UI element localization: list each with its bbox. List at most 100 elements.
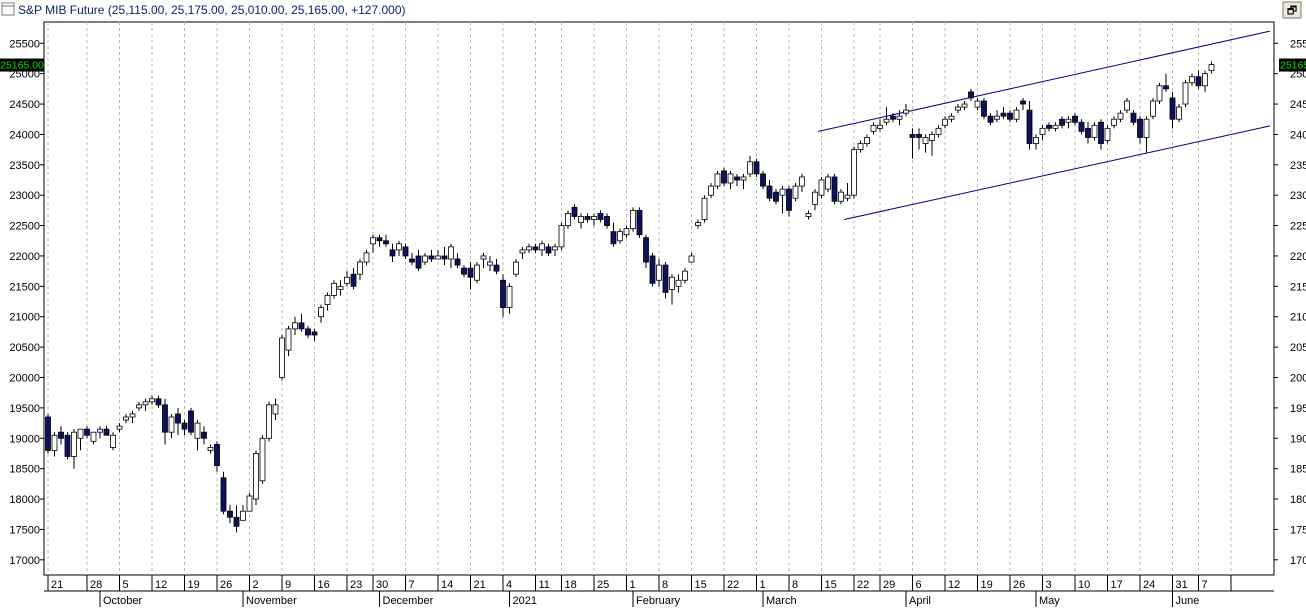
candle-body (662, 264, 669, 293)
candle-body (890, 115, 896, 120)
window-menu-icon[interactable] (1, 2, 15, 16)
candle-body (851, 149, 857, 196)
x-tick-label: 1 (630, 579, 636, 591)
y-tick-label-right: 230 (1290, 190, 1306, 202)
svg-text:25165.00: 25165.00 (1280, 60, 1306, 72)
candle (610, 222, 617, 247)
candle (220, 471, 227, 515)
x-tick-label: 26 (220, 579, 232, 591)
restore-button[interactable] (1282, 1, 1302, 19)
candle-body (337, 285, 344, 290)
candle-body (292, 322, 298, 330)
candle-body (142, 401, 149, 406)
candle (136, 401, 142, 411)
x-tick-label: 9 (285, 579, 291, 591)
candle (818, 176, 825, 199)
month-label: June (1176, 595, 1200, 607)
y-tick-label: 20500 (9, 342, 40, 354)
y-tick-label-right: 200 (1290, 373, 1306, 385)
candle (246, 492, 253, 512)
month-axis: October November December 2021 February March… (99, 591, 1200, 607)
x-tick-label: 7 (1202, 579, 1208, 591)
candle (1124, 97, 1130, 114)
x-tick-label: 22 (857, 579, 869, 591)
candle-body (363, 252, 370, 263)
candle-body (350, 273, 357, 287)
candle-body (786, 188, 792, 211)
candle (64, 432, 71, 460)
y-tick-label: 23000 (9, 190, 40, 202)
candle-body (402, 246, 409, 257)
candle-body (688, 255, 695, 263)
candle (181, 420, 188, 436)
y-tick-label: 18500 (9, 464, 40, 476)
candle-body (545, 246, 552, 254)
candle-body (623, 228, 630, 236)
candle (649, 252, 656, 287)
y-tick-label-right: 210 (1290, 312, 1306, 324)
candle (441, 246, 448, 266)
candle-body (1182, 82, 1189, 105)
candle (435, 249, 441, 260)
candle-body (1176, 106, 1182, 120)
x-tick-label: 17 (1111, 579, 1123, 591)
candle-body (695, 222, 701, 226)
candle (1026, 101, 1033, 150)
candle (994, 110, 1000, 123)
candle (799, 173, 805, 193)
x-tick-label: 16 (318, 579, 330, 591)
month-label: December (383, 595, 434, 607)
candle-body (448, 246, 454, 260)
candle (922, 134, 929, 153)
candle-body (734, 176, 740, 181)
candle (474, 262, 480, 284)
candle (1052, 122, 1059, 132)
candle (929, 131, 935, 156)
x-tick-label: 4 (506, 579, 512, 591)
candle (1007, 110, 1013, 123)
candle-body (539, 243, 545, 251)
candle (545, 243, 552, 256)
candle-body (792, 185, 799, 199)
last-price-left: 25165.00 (0, 58, 44, 72)
candle-body (714, 173, 721, 187)
candle (1091, 122, 1098, 141)
candle (812, 189, 818, 211)
y-tick-label: 21500 (9, 281, 40, 293)
candle (142, 398, 149, 411)
candle-body (311, 331, 318, 336)
candle-body (1007, 112, 1013, 120)
candle (227, 505, 233, 524)
candle (760, 170, 766, 190)
candle (935, 125, 942, 138)
candle (51, 432, 58, 457)
candle-body (961, 103, 968, 108)
candle-body (500, 279, 506, 309)
candle-body (636, 209, 643, 236)
candle-body (727, 173, 734, 184)
candle-body (71, 431, 77, 457)
candle-body (617, 231, 623, 242)
candle (259, 435, 266, 484)
y-tick-label-right: 175 (1290, 524, 1306, 536)
candle (1020, 97, 1026, 111)
month-label: 2021 (513, 595, 537, 607)
candle-body (194, 422, 201, 439)
candle-body (227, 510, 233, 518)
candle (708, 183, 714, 199)
candle-body (1091, 124, 1098, 138)
candle (890, 113, 896, 123)
candle (422, 252, 428, 266)
candle (1072, 113, 1078, 126)
candle-body (188, 410, 194, 433)
candle-body (376, 237, 383, 242)
candle (84, 426, 90, 439)
candle-body (162, 404, 168, 433)
candle-body (1039, 127, 1046, 135)
candle (363, 249, 370, 266)
candle-body (344, 276, 350, 284)
trend-channel (818, 30, 1271, 220)
candle (1130, 110, 1137, 126)
candle (714, 170, 721, 190)
candle (324, 292, 331, 311)
